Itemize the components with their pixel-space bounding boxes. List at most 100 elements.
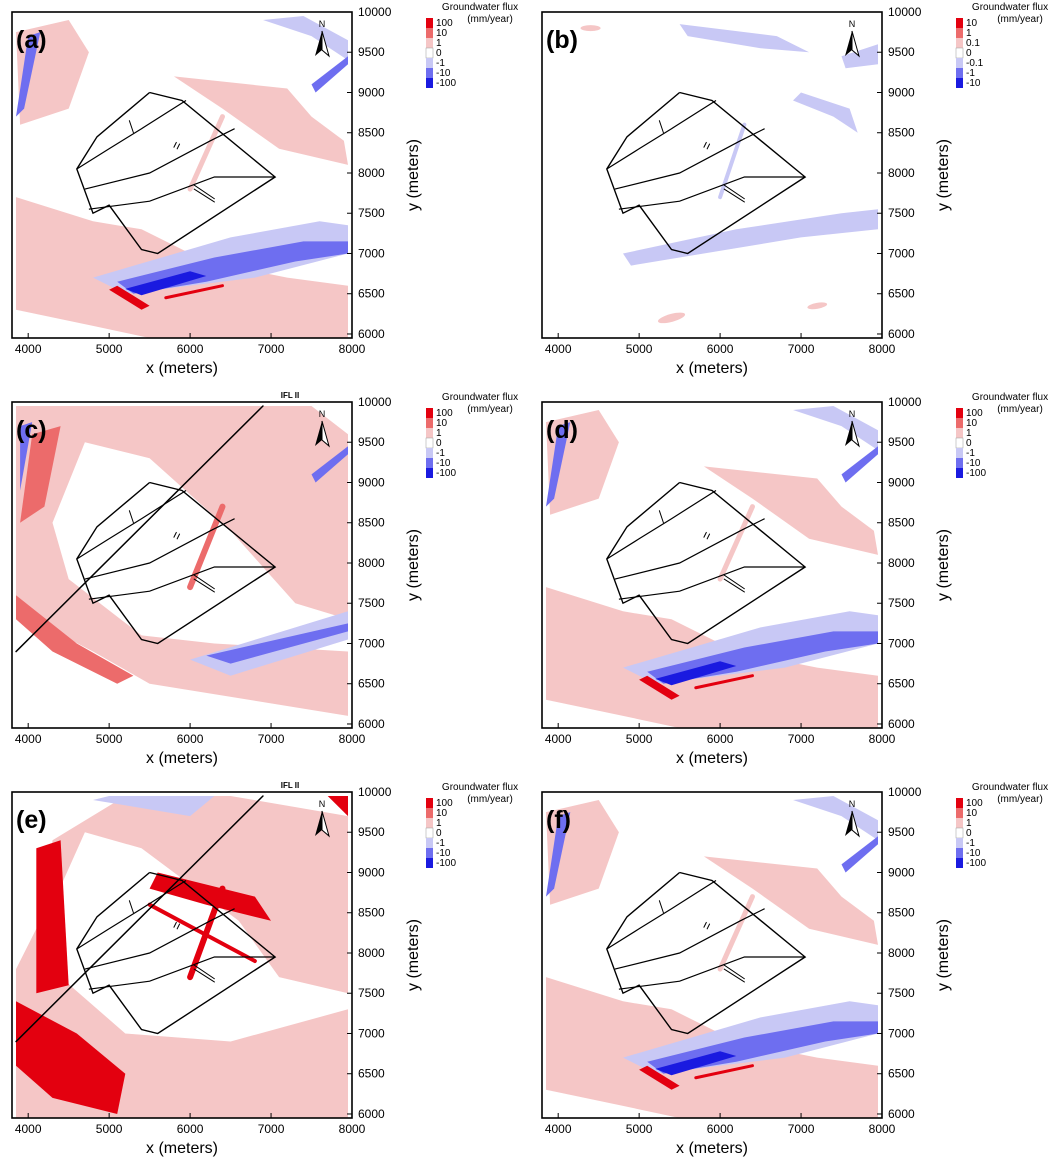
legend-value: -100	[436, 78, 456, 89]
adit-marker-2	[193, 578, 215, 593]
legend-value: -1	[436, 58, 445, 69]
boundary-inner-line-1	[606, 489, 717, 560]
legend-value: -100	[966, 468, 986, 479]
north-arrow-icon: N	[315, 799, 330, 838]
flux-zone-broad-pink	[16, 406, 348, 716]
legend-swatch	[426, 798, 433, 808]
adit-marker-2	[723, 578, 745, 593]
legend-value: -10	[966, 78, 981, 89]
flux-zone-northeast-blue-strip	[841, 836, 878, 873]
y-tick-label: 6000	[888, 1107, 915, 1121]
legend-swatch	[956, 808, 963, 818]
x-tick-label: 8000	[339, 342, 366, 356]
legend-value: 1	[966, 428, 972, 439]
panel-label: (f)	[546, 806, 571, 834]
legend-unit: (mm/year)	[467, 404, 513, 415]
x-tick-label: 8000	[339, 732, 366, 746]
y-tick-label: 6000	[888, 717, 915, 731]
legend-value: 1	[436, 428, 442, 439]
flux-contours	[580, 24, 878, 324]
plot-frame	[541, 401, 883, 729]
adit-marker-1	[723, 574, 745, 590]
boundary-tick	[128, 900, 134, 914]
x-tick-label: 4000	[545, 732, 572, 746]
legend: Groundwater flux(mm/year)1001010-1-10-10…	[955, 392, 1048, 479]
x-axis-label: x (meters)	[146, 360, 218, 377]
north-arrow-icon: N	[315, 19, 330, 58]
adit-marker-1	[723, 184, 745, 200]
legend-value: -10	[436, 68, 451, 79]
legend-swatch	[426, 818, 433, 828]
flux-zone-north-pink	[703, 856, 878, 945]
y-tick-label: 10000	[888, 785, 922, 799]
section-line-ifl-ii	[15, 405, 264, 653]
y-axis-label: y (meters)	[935, 919, 952, 991]
legend-title: Groundwater flux	[972, 392, 1048, 403]
y-tick-label: 9500	[358, 825, 385, 839]
x-tick-label: 4000	[15, 1122, 42, 1136]
panel-e: (e) IFL II N 4000 5000 6000 7000 8000 10000 9500 9…	[0, 780, 530, 1170]
y-tick-label: 7500	[888, 206, 915, 220]
x-axis-label: x (meters)	[676, 1140, 748, 1157]
legend-value: 0	[436, 48, 442, 59]
north-arrow-icon: N	[315, 409, 330, 448]
panel-label: (d)	[546, 416, 578, 444]
shaft-marker-1	[173, 531, 177, 538]
x-axis-label: x (meters)	[676, 360, 748, 377]
x-tick-label: 6000	[707, 1122, 734, 1136]
legend-swatch	[425, 437, 434, 449]
shaft-marker-1	[703, 141, 707, 148]
legend-swatch	[426, 28, 433, 38]
y-tick-label: 9000	[888, 475, 915, 489]
x-tick-label: 6000	[707, 342, 734, 356]
legend-unit: (mm/year)	[997, 14, 1043, 25]
legend-swatch	[426, 38, 433, 48]
flux-zone-cross-red	[147, 902, 257, 964]
legend-swatch	[956, 838, 963, 848]
boundary-inner-line-1	[76, 489, 187, 560]
y-axis-label: y (meters)	[405, 919, 422, 991]
boundary-tick	[658, 900, 664, 914]
y-tick-label: 9000	[888, 865, 915, 879]
legend-value: 10	[436, 808, 448, 819]
legend-swatch	[955, 437, 964, 449]
y-tick-label: 7500	[888, 596, 915, 610]
shaft-marker-2	[176, 143, 181, 150]
y-tick-label: 9500	[888, 825, 915, 839]
legend-value: 10	[436, 418, 448, 429]
panel-f: (f) N 4000 5000 6000 7000 8000 10000 9500 9000 850…	[530, 780, 1059, 1170]
flux-zone-northeast-blue-strip	[841, 446, 878, 483]
legend-swatch	[956, 418, 963, 428]
y-tick-label: 10000	[888, 395, 922, 409]
legend-value: -10	[966, 848, 981, 859]
y-tick-label: 10000	[358, 395, 392, 409]
legend-value: 0	[966, 828, 972, 839]
legend-value: 1	[436, 818, 442, 829]
legend-unit: (mm/year)	[467, 14, 513, 25]
legend-swatch	[956, 798, 963, 808]
boundary-inner-line-2	[84, 908, 235, 970]
legend-swatch	[956, 408, 963, 418]
y-tick-label: 6500	[358, 287, 385, 301]
boundary-tick	[658, 510, 664, 524]
x-tick-label: 7000	[788, 342, 815, 356]
y-tick-label: 7000	[888, 246, 915, 260]
legend-swatch	[956, 818, 963, 828]
y-tick-label: 10000	[358, 785, 392, 799]
x-tick-label: 5000	[626, 342, 653, 356]
legend-value: 0.1	[966, 38, 980, 49]
legend-value: -1	[436, 838, 445, 849]
panel-label: (c)	[16, 416, 47, 444]
adit-marker-2	[723, 188, 745, 203]
y-tick-label: 9500	[888, 45, 915, 59]
boundary-inner-line-1	[76, 99, 187, 170]
legend-value: 100	[436, 798, 453, 809]
north-arrow-letter: N	[319, 799, 326, 809]
shaft-marker-1	[173, 921, 177, 928]
y-tick-label: 6500	[888, 287, 915, 301]
flux-zone-north-lightblue	[679, 24, 810, 53]
flux-zone-south-lightblue	[623, 209, 878, 266]
x-tick-label: 5000	[96, 1122, 123, 1136]
legend-title: Groundwater flux	[442, 782, 518, 793]
shaft-marker-2	[176, 923, 181, 930]
